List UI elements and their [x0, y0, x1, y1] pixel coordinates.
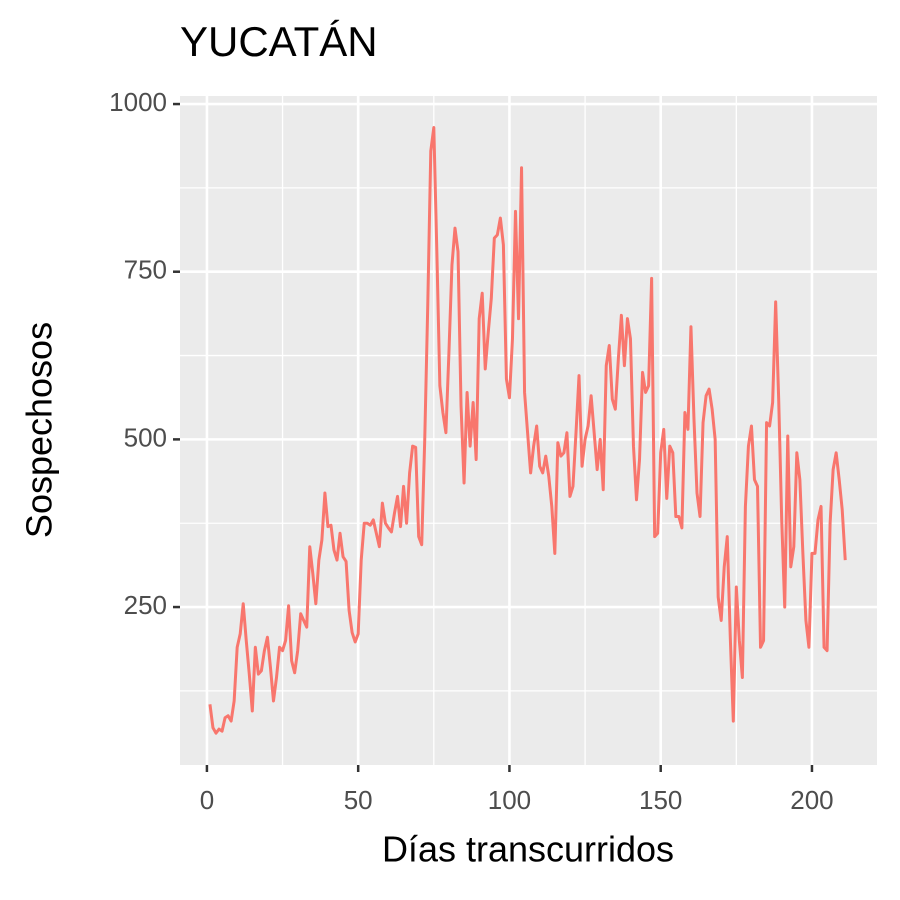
chart-title: YUCATÁN	[180, 18, 378, 65]
x-tick-label: 100	[488, 785, 531, 815]
y-tick-label: 500	[124, 422, 167, 452]
data-line	[208, 126, 847, 735]
x-tick-label: 50	[344, 785, 373, 815]
x-tick-label: 150	[639, 785, 682, 815]
y-axis-title: Sospechosos	[19, 322, 60, 538]
y-tick-label: 750	[124, 255, 167, 285]
x-axis-title: Días transcurridos	[382, 829, 674, 870]
x-tick-label: 200	[790, 785, 833, 815]
y-tick-label: 250	[124, 590, 167, 620]
x-tick-label: 0	[200, 785, 214, 815]
y-tick-label: 1000	[109, 87, 167, 117]
